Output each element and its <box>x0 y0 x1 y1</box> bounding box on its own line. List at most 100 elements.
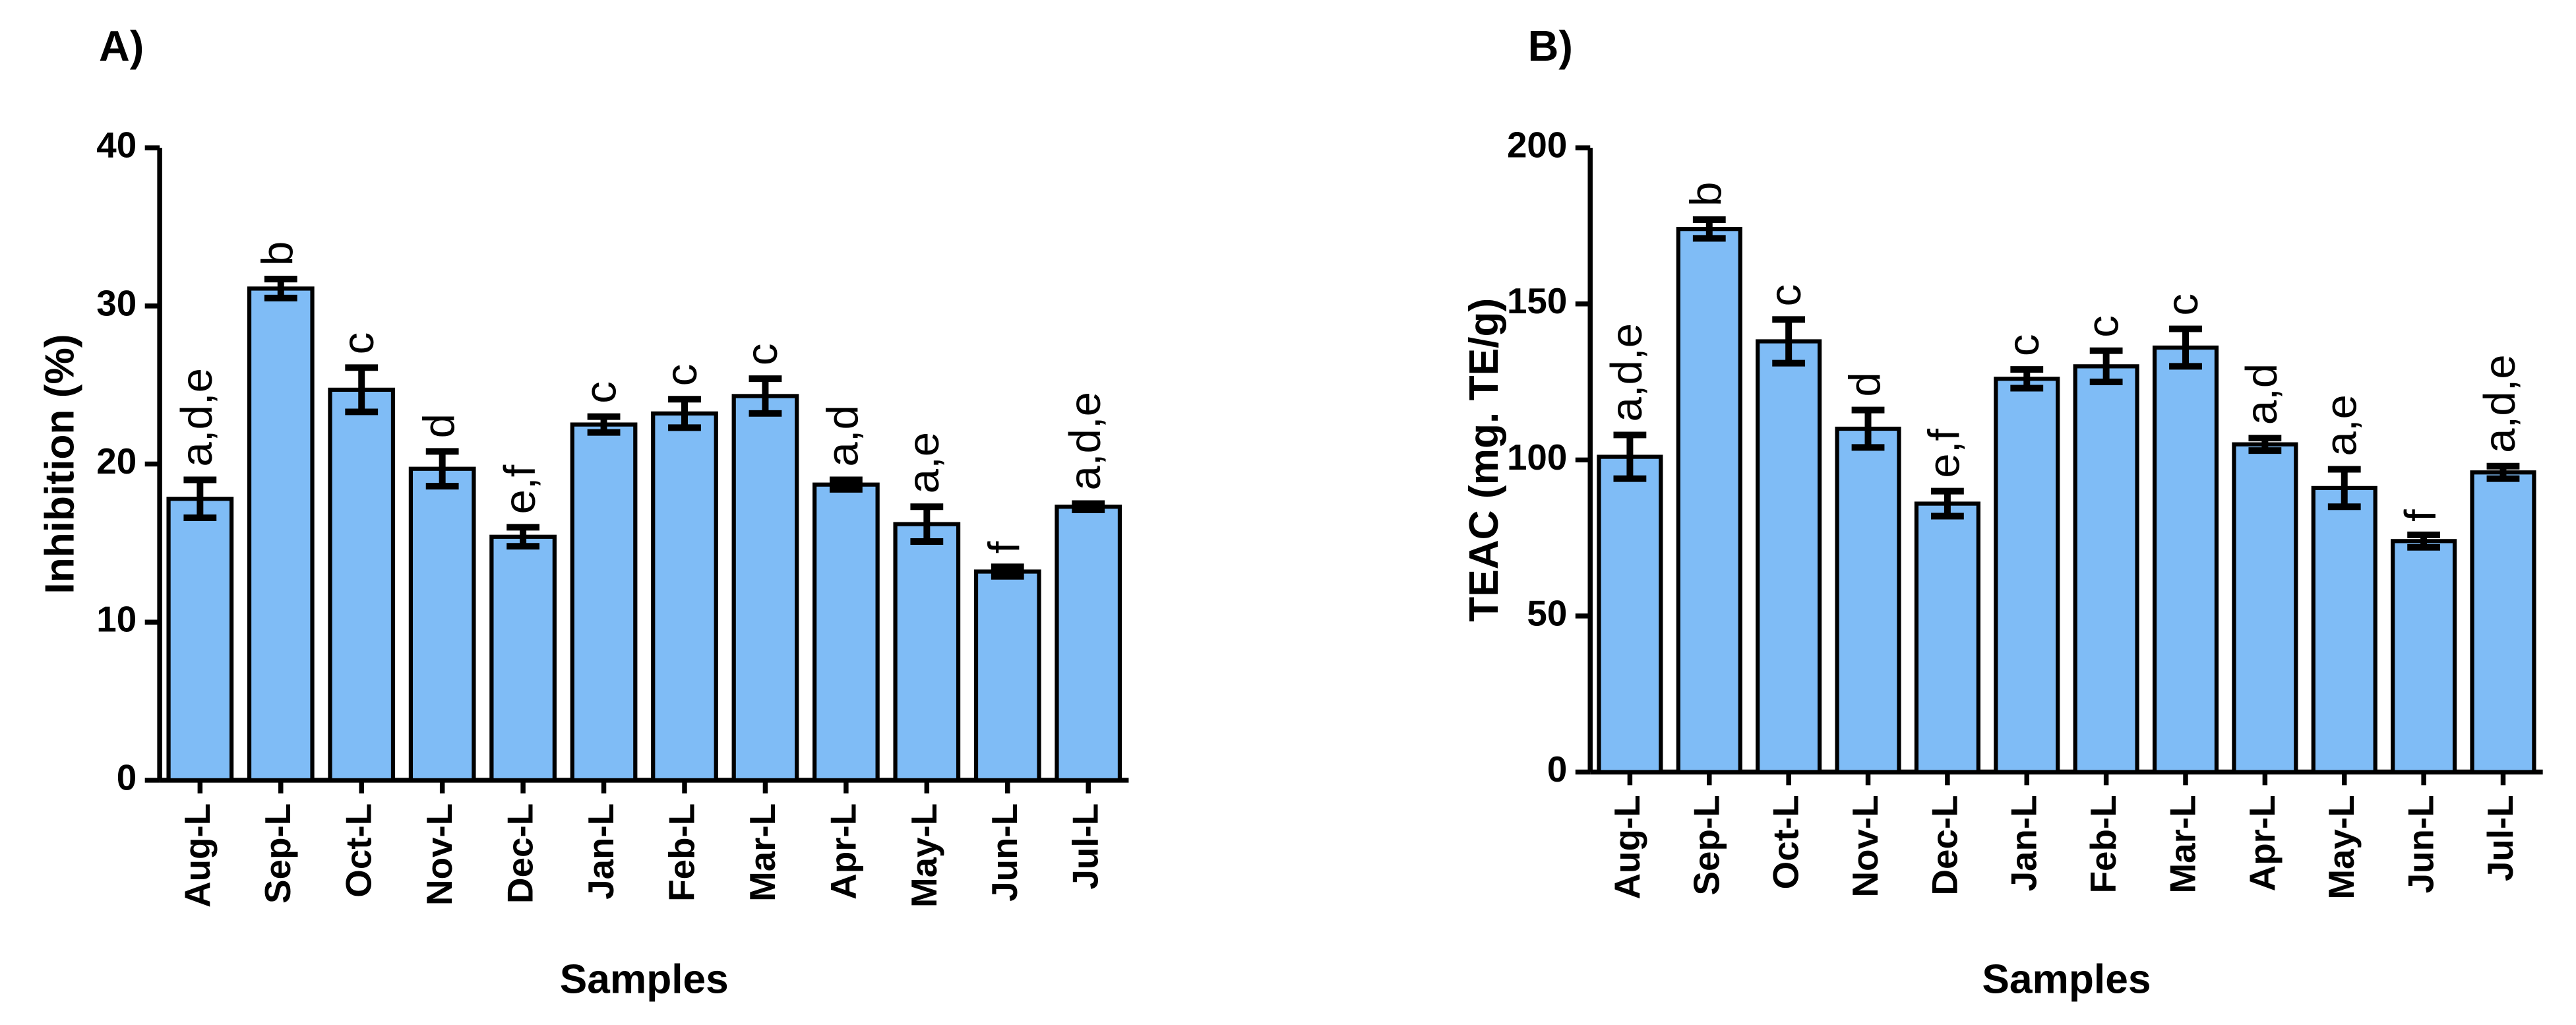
error-bar <box>1613 431 1647 482</box>
y-tick-label: 10 <box>96 599 137 640</box>
error-bar <box>2248 435 2282 454</box>
error-bar <box>1772 316 1806 367</box>
x-tick-label: Mar-L <box>2162 795 2203 893</box>
x-tick-label: Mar-L <box>742 803 783 902</box>
significance-label: c <box>2158 294 2207 316</box>
panel-label: A) <box>99 22 144 70</box>
significance-label: a,d <box>2237 363 2286 425</box>
bar <box>651 411 718 783</box>
error-bar <box>910 503 944 545</box>
x-tick-label: May-L <box>904 803 944 908</box>
panel-label: B) <box>1528 22 1573 70</box>
bar <box>1835 426 1901 774</box>
significance-label: c <box>657 364 706 387</box>
x-tick-label: Jul-L <box>2480 795 2521 881</box>
bar <box>2311 485 2377 774</box>
bar <box>2152 345 2219 774</box>
significance-label: a,e <box>2316 394 2366 456</box>
error-bar <box>749 375 782 417</box>
significance-label: f <box>2396 509 2445 522</box>
significance-label: c <box>1999 334 2048 357</box>
x-tick-label: Feb-L <box>2083 795 2124 893</box>
bar <box>1055 505 1122 783</box>
bar <box>1676 227 1742 774</box>
x-axis-title: Samples <box>1982 957 2151 1003</box>
bar <box>2470 470 2536 774</box>
x-tick-label: May-L <box>2321 795 2362 899</box>
x-tick-label: Jun-L <box>2401 795 2441 893</box>
x-tick-label: Apr-L <box>822 803 863 900</box>
y-tick-label: 50 <box>1527 592 1567 633</box>
bar <box>2391 539 2457 774</box>
significance-label: a,d,e <box>172 368 222 467</box>
x-tick-label: Sep-L <box>1686 795 1727 895</box>
bar <box>1756 339 1822 774</box>
bar <box>1994 377 2060 774</box>
bar <box>2073 364 2139 774</box>
bar <box>408 466 476 783</box>
significance-label: a,d <box>818 405 868 466</box>
significance-label: c <box>576 381 625 404</box>
error-bar <box>2169 325 2202 370</box>
x-tick-label: Dec-L <box>500 803 541 904</box>
x-tick-label: Nov-L <box>419 803 460 906</box>
x-tick-label: Oct-L <box>1765 795 1806 889</box>
y-tick-label: 100 <box>1507 437 1567 478</box>
error-bar <box>1692 216 1726 242</box>
bar <box>247 286 315 783</box>
bar <box>570 422 638 783</box>
y-tick-label: 40 <box>96 125 137 166</box>
x-tick-label: Nov-L <box>1845 795 1886 897</box>
y-axis-title: Inhibition (%) <box>38 334 83 594</box>
error-bar <box>1072 500 1105 514</box>
x-tick-label: Feb-L <box>661 803 702 902</box>
error-bar <box>183 476 217 522</box>
error-bar <box>1851 406 1885 451</box>
bar <box>328 387 396 783</box>
significance-label: c <box>334 332 383 355</box>
bar <box>973 569 1041 783</box>
x-tick-label: Jan-L <box>2004 795 2044 891</box>
error-bar <box>991 563 1024 580</box>
error-bar <box>2089 347 2123 385</box>
x-tick-label: Aug-L <box>177 803 218 908</box>
significance-label: e,f <box>1920 429 1969 478</box>
error-bar <box>2486 462 2520 482</box>
significance-label: c <box>737 344 787 366</box>
x-axis-title: Samples <box>560 957 729 1003</box>
y-tick-label: 30 <box>96 282 137 323</box>
error-bar <box>264 276 297 301</box>
x-tick-label: Jul-L <box>1065 803 1106 890</box>
significance-label: a,d,e <box>2475 354 2525 453</box>
significance-label: b <box>253 241 303 266</box>
error-bar <box>345 364 379 416</box>
significance-label: a,e <box>899 432 948 493</box>
y-tick-label: 20 <box>96 441 137 481</box>
bar <box>731 394 799 783</box>
error-bar <box>425 448 459 490</box>
error-bar <box>587 413 621 436</box>
error-bar <box>2010 366 2044 392</box>
x-tick-label: Oct-L <box>338 803 379 898</box>
significance-label: c <box>1761 284 1810 307</box>
x-tick-label: Jun-L <box>984 803 1025 902</box>
error-bar <box>668 396 701 431</box>
x-tick-label: Apr-L <box>2242 795 2283 891</box>
bar <box>489 534 557 783</box>
y-tick-label: 150 <box>1507 280 1567 321</box>
significance-label: b <box>1682 182 1731 206</box>
bar <box>1914 501 1980 774</box>
significance-label: a,d,e <box>1602 323 1651 422</box>
x-tick-label: Sep-L <box>257 803 298 904</box>
y-tick-label: 0 <box>1547 749 1567 790</box>
x-tick-label: Jan-L <box>580 803 621 900</box>
significance-label: f <box>980 541 1029 553</box>
significance-label: e,f <box>495 464 545 514</box>
error-bar <box>1930 487 1964 520</box>
bar <box>893 522 961 783</box>
bar <box>166 497 234 783</box>
error-bar <box>829 476 863 493</box>
x-tick-label: Dec-L <box>1924 795 1965 895</box>
